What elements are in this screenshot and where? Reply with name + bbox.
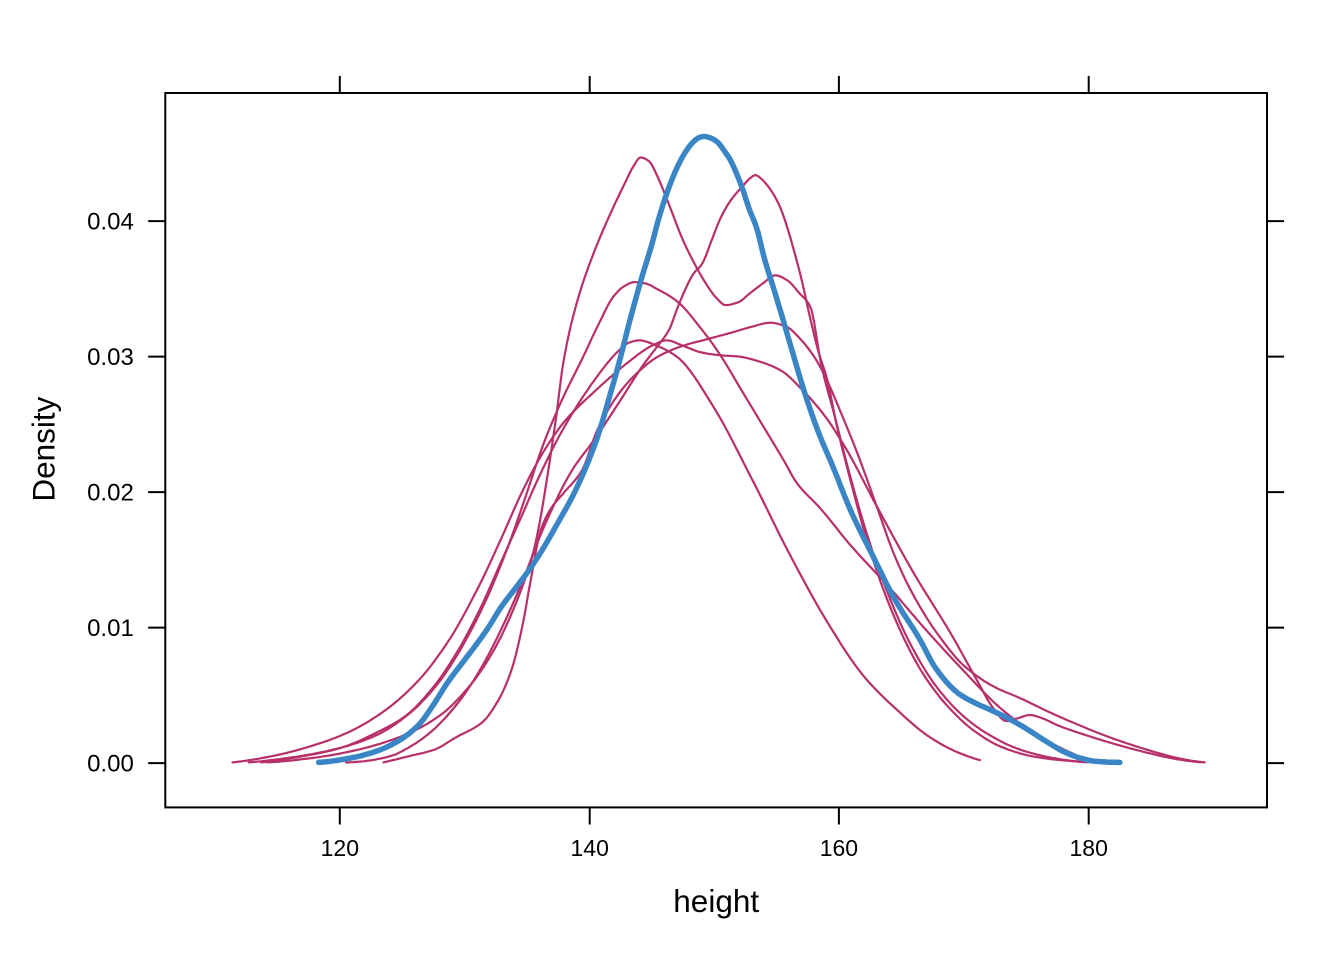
svg-text:120: 120 — [321, 835, 359, 861]
svg-text:0.01: 0.01 — [87, 615, 134, 642]
svg-text:0.02: 0.02 — [87, 480, 134, 507]
svg-text:140: 140 — [571, 835, 609, 861]
svg-text:0.04: 0.04 — [87, 209, 134, 236]
svg-text:0.03: 0.03 — [87, 344, 134, 371]
svg-text:180: 180 — [1070, 835, 1108, 861]
svg-text:Density: Density — [26, 396, 62, 501]
svg-text:0.00: 0.00 — [87, 751, 134, 778]
svg-text:160: 160 — [820, 835, 858, 861]
svg-text:height: height — [673, 883, 759, 919]
